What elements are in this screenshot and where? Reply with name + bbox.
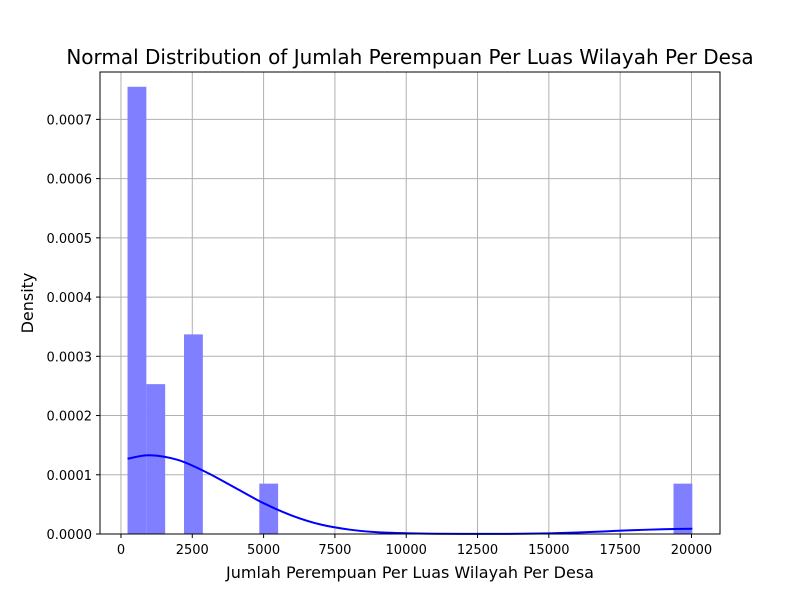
y-tick-label-4: 0.0004 [47,291,93,306]
x-axis-label: Jumlah Perempuan Per Luas Wilayah Per De… [225,563,594,582]
x-tick-label-5: 12500 [457,543,498,558]
y-tick-label-5: 0.0005 [47,232,93,247]
x-tick-label-0: 0 [117,543,125,558]
histogram-bar-3 [259,483,279,534]
histogram-bars [127,86,693,535]
x-tick-label-3: 7500 [318,543,351,558]
x-tick-label-6: 15000 [528,543,569,558]
x-tick-label-1: 2500 [176,543,209,558]
y-tick-label-3: 0.0003 [47,350,93,365]
histogram-bar-4 [673,483,693,534]
histogram-bar-2 [184,334,203,534]
plot-frame [99,71,721,535]
y-tick-label-7: 0.0007 [47,113,93,128]
y-tick-label-6: 0.0006 [47,173,93,188]
x-tick-label-2: 5000 [247,543,280,558]
x-tick-label-4: 10000 [386,543,427,558]
chart-title: Normal Distribution of Jumlah Perempuan … [66,45,753,69]
y-tick-label-1: 0.0001 [47,469,93,484]
density-curve [127,454,693,535]
axis-ticks: 0 2500 5000 7500 10000 12500 15000 17500 20000 0.… [47,113,713,558]
histogram-bar-1 [146,384,166,534]
y-axis-label: Density [18,273,37,334]
histogram-bar-0 [127,86,147,535]
y-tick-label-2: 0.0002 [47,410,93,425]
x-tick-label-7: 17500 [599,543,640,558]
x-tick-label-8: 20000 [671,543,712,558]
y-tick-label-0: 0.0000 [47,528,93,543]
